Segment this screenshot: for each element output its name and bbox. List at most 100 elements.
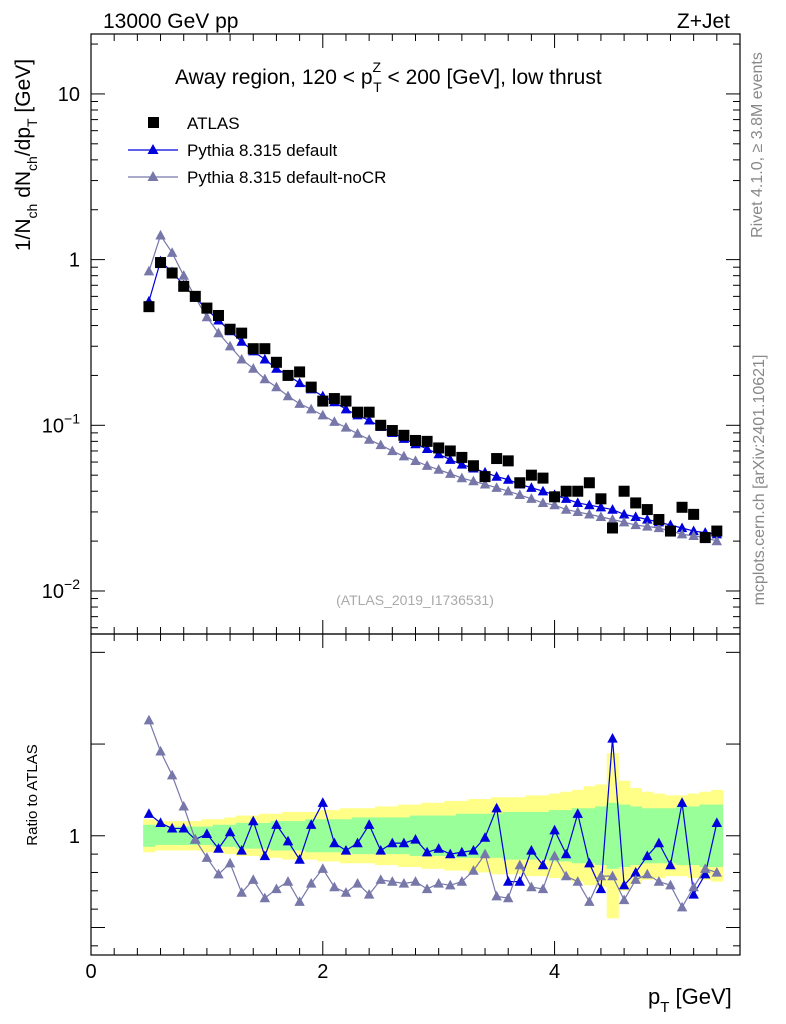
band-inner-bin: [293, 821, 306, 851]
ratio-point-nocr: [549, 850, 560, 861]
point-nocr: [375, 439, 386, 450]
ratio-point-default: [236, 844, 247, 855]
band-inner-bin: [456, 813, 469, 858]
point-atlas: [166, 267, 178, 279]
y-label-part-5: T: [24, 118, 40, 127]
point-default: [456, 458, 468, 469]
point-atlas: [328, 393, 340, 405]
ratio-point-nocr: [224, 857, 236, 868]
point-atlas: [212, 309, 224, 321]
point-nocr: [294, 398, 305, 408]
point-nocr: [410, 455, 421, 465]
plot-title-sub: T: [373, 79, 382, 95]
legend-atlas-label: ATLAS: [187, 114, 240, 133]
ratio-point-default: [398, 837, 410, 848]
ratio-point-nocr: [236, 887, 247, 897]
x-tick-label: 2: [317, 961, 328, 983]
point-atlas: [317, 395, 329, 407]
ratio-point-nocr: [502, 892, 514, 903]
point-default: [642, 514, 653, 524]
ratio-point-default: [271, 819, 282, 829]
ratio-point-nocr: [584, 896, 595, 906]
point-nocr: [166, 247, 178, 257]
ratio-line-default: [148, 738, 718, 897]
ratio-point-nocr: [317, 863, 329, 873]
point-atlas: [178, 280, 190, 292]
ratio-point-default: [445, 848, 456, 859]
ratio-point-default: [340, 844, 352, 855]
point-nocr: [387, 445, 398, 456]
x-label-main: p: [648, 984, 660, 1009]
ratio-point-nocr: [178, 800, 189, 811]
point-atlas: [363, 406, 375, 418]
point-nocr: [468, 475, 479, 486]
point-nocr: [607, 514, 618, 524]
ratio-point-default: [700, 868, 711, 879]
ratio-point-nocr: [410, 876, 421, 886]
ratio-point-default: [248, 815, 259, 826]
point-default: [572, 497, 583, 508]
ratio-point-default: [618, 879, 630, 890]
ratio-point-nocr: [479, 848, 491, 859]
point-default: [595, 501, 607, 512]
point-default: [630, 511, 641, 522]
point-nocr: [445, 468, 456, 478]
point-nocr: [340, 421, 352, 432]
ratio-point-nocr: [595, 870, 607, 881]
point-nocr: [688, 530, 699, 541]
point-atlas: [305, 381, 317, 393]
ratio-point-nocr: [329, 881, 340, 892]
point-atlas: [641, 504, 653, 516]
ratio-point-nocr: [352, 877, 363, 888]
band-inner-bin: [421, 815, 434, 856]
point-default: [340, 403, 352, 414]
point-nocr: [143, 265, 155, 276]
plot-title: Away region, 120 < pZ T < 200 [GeV], low …: [175, 59, 602, 95]
ratio-point-nocr: [491, 890, 502, 901]
y-tick-label-base: 10: [42, 581, 64, 603]
ratio-point-default: [433, 843, 444, 853]
ratio-point-nocr: [201, 852, 213, 862]
point-atlas: [352, 406, 364, 418]
ratio-point-default: [468, 844, 479, 855]
band-inner-bin: [212, 824, 225, 847]
point-atlas: [247, 343, 259, 355]
point-nocr: [560, 504, 572, 514]
point-atlas: [410, 434, 421, 446]
band-inner-bin: [537, 811, 550, 860]
point-atlas: [537, 472, 549, 484]
ratio-point-default: [479, 832, 491, 842]
x-label-tail: [GeV]: [669, 984, 731, 1009]
plot-title-sup: Z: [373, 59, 382, 75]
ratio-point-default: [549, 824, 560, 835]
point-atlas: [456, 451, 468, 463]
band-inner-bin: [687, 806, 700, 866]
point-nocr: [630, 519, 641, 530]
point-nocr: [178, 270, 189, 280]
rivet-label: Rivet 4.1.0, ≥ 3.8M events: [749, 52, 766, 238]
point-atlas: [201, 302, 213, 314]
ratio-point-nocr: [676, 901, 688, 912]
ratio-point-nocr: [642, 868, 653, 879]
ratio-point-nocr: [456, 876, 468, 886]
ratio-point-default: [329, 837, 340, 848]
point-default: [560, 493, 572, 503]
y-axis-label-main: 1/Nch dNch/dpT [GeV]: [12, 59, 40, 251]
band-inner-bin: [398, 817, 411, 855]
point-nocr: [271, 381, 282, 392]
ratio-point-default: [305, 819, 317, 829]
plot-title-tail: < 200 [GeV], low thrust: [382, 66, 602, 89]
y-tick-label-ratio: 1: [69, 826, 80, 848]
legend-default-label: Pythia 8.315 default: [187, 141, 338, 160]
ratio-point-default: [178, 822, 189, 833]
x-axis-label: pT [GeV]: [648, 984, 732, 1016]
point-nocr: [329, 416, 340, 426]
analysis-watermark: (ATLAS_2019_I1736531): [336, 592, 494, 608]
ratio-point-nocr: [526, 881, 537, 892]
ratio-point-default: [387, 837, 398, 848]
point-default: [421, 443, 433, 454]
main-panel-series: [143, 229, 723, 546]
ratio-point-nocr: [259, 892, 271, 903]
point-atlas: [607, 522, 619, 534]
